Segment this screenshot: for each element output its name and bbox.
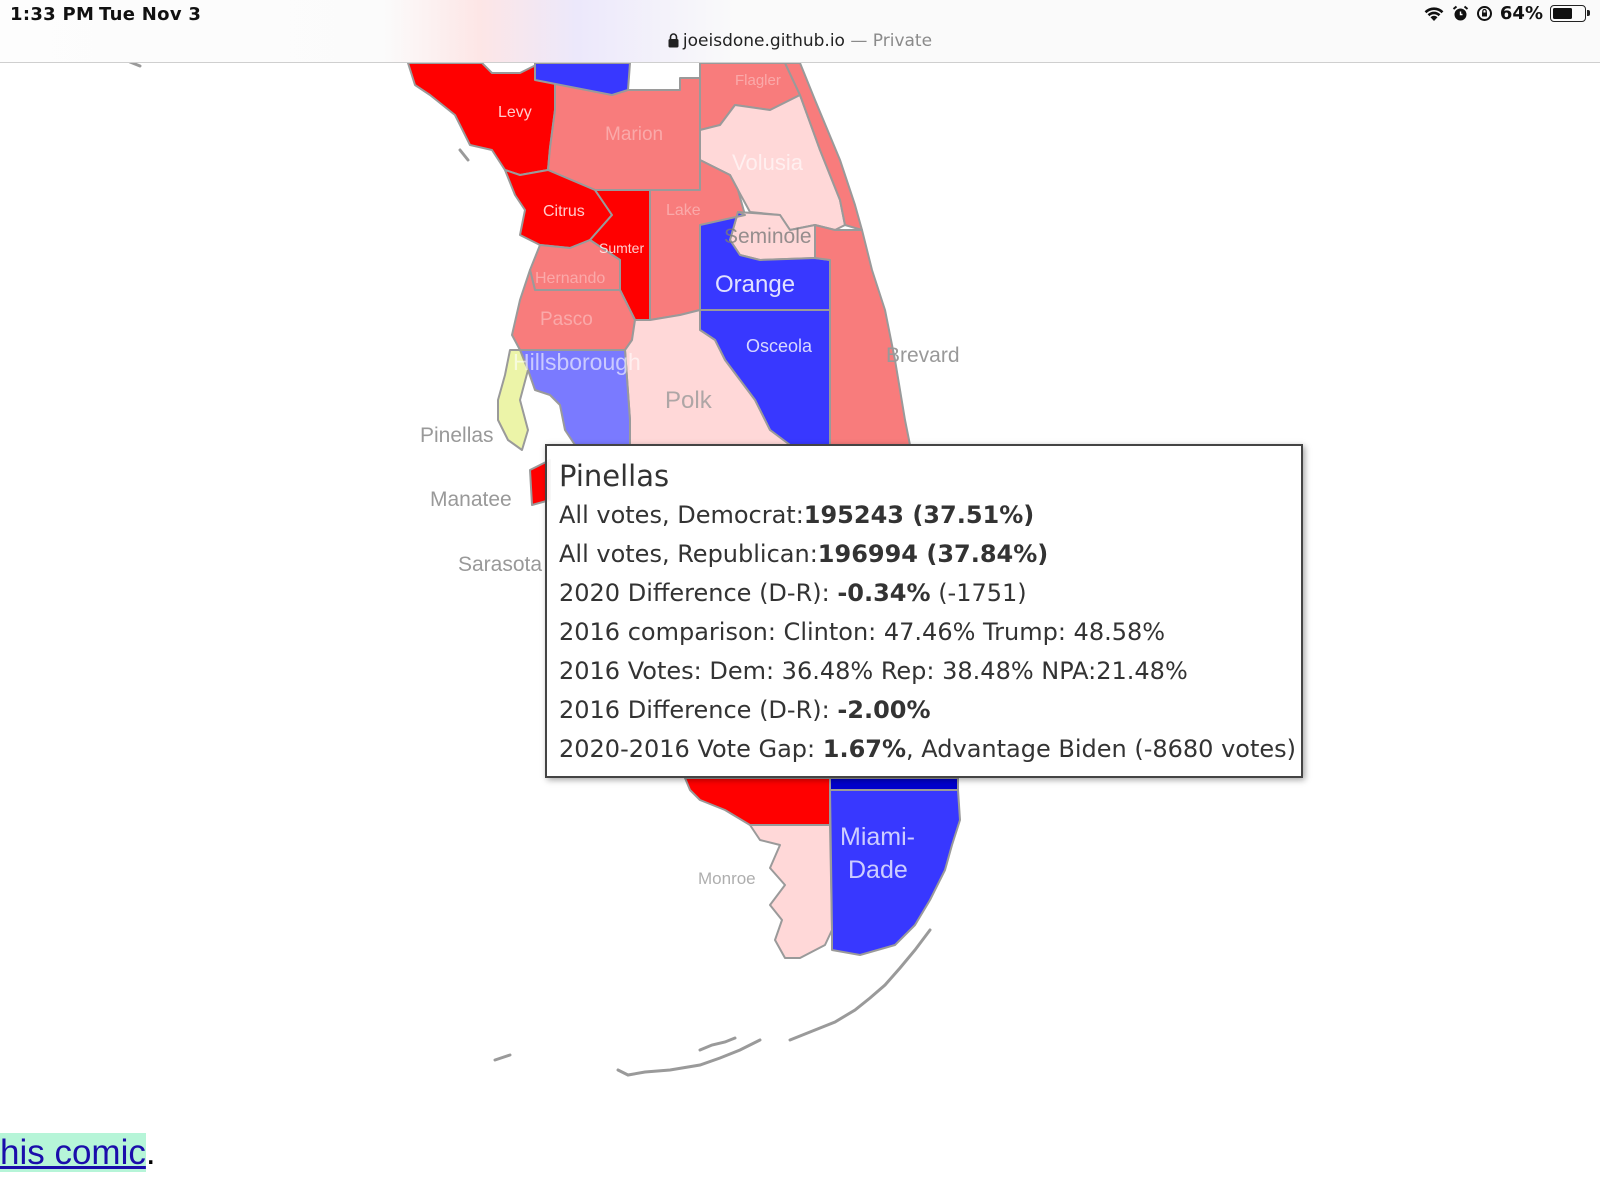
tooltip-diff2016-row: 2016 Difference (D-R): -2.00% [559, 691, 1289, 730]
tooltip-gap-value: 1.67% [822, 735, 907, 763]
status-time: 1:33 PM [10, 4, 95, 25]
tooltip-rep-label: All votes, Republican: [559, 540, 818, 568]
footer-period: . [145, 1133, 156, 1172]
tooltip-diff2020-pct: -0.34% [837, 579, 931, 607]
label-pasco: Pasco [540, 309, 593, 330]
tooltip-diff2016-pct: -2.00% [837, 696, 931, 724]
tooltip-gap-tail: , Advantage Biden (-8680 votes) [906, 735, 1297, 763]
label-levy: Levy [498, 104, 532, 121]
tooltip-diff2016-label: 2016 Difference (D-R): [559, 696, 838, 724]
address-bar[interactable]: joeisdone.github.io — Private [0, 31, 1600, 51]
county-labels: Levy Marion Flagler Volusia Citrus Sumte… [498, 72, 915, 888]
label-monroe: Monroe [698, 869, 756, 888]
label-flagler: Flagler [735, 72, 781, 89]
wifi-icon [1424, 7, 1444, 21]
tooltip-gap-row: 2020-2016 Vote Gap: 1.67%, Advantage Bid… [559, 730, 1296, 769]
address-separator: — [844, 31, 873, 51]
label-volusia: Volusia [732, 150, 804, 175]
rotation-lock-icon [1476, 6, 1492, 21]
tooltip-county-name: Pinellas [559, 459, 670, 493]
county-brevard[interactable] [814, 224, 911, 446]
label-hillsborough: Hillsborough [513, 349, 641, 375]
label-citrus: Citrus [543, 203, 585, 220]
county-alachua[interactable] [534, 63, 631, 96]
footer-text: his comic. [0, 1132, 156, 1174]
county-tooltip: Pinellas All votes, Democrat:195243 (37.… [545, 444, 1303, 778]
label-brevard: Brevard [886, 344, 960, 367]
label-lake: Lake [666, 202, 701, 219]
tooltip-dem-row: All votes, Democrat:195243 (37.51%) [559, 496, 1289, 535]
tooltip-comparison2016: 2016 comparison: Clinton: 47.46% Trump: … [559, 618, 1166, 646]
tooltip-diff2020-label: 2020 Difference (D-R): [559, 579, 838, 607]
tooltip-dem-value: 195243 (37.51%) [803, 501, 1035, 529]
keys-coastline [128, 63, 932, 1077]
county-monroe[interactable] [749, 824, 833, 959]
label-polk: Polk [665, 387, 713, 414]
outside-labels: Brevard Pinellas Manatee Sarasota [420, 344, 960, 576]
label-marion: Marion [605, 124, 663, 145]
county-broward[interactable] [829, 777, 959, 791]
county-collier[interactable] [684, 777, 831, 826]
comic-link[interactable]: his comic [0, 1133, 146, 1172]
status-indicators: 64% [1423, 3, 1590, 24]
label-seminole: Seminole [724, 225, 812, 248]
tooltip-rep-row: All votes, Republican:196994 (37.84%) [559, 535, 1289, 574]
label-sarasota: Sarasota [458, 553, 542, 576]
tooltip-votes2016: 2016 Votes: Dem: 36.48% Rep: 38.48% NPA:… [559, 657, 1188, 685]
battery-percent: 64% [1499, 3, 1543, 24]
address-private-label: Private [872, 31, 933, 51]
tooltip-diff2020-row: 2020 Difference (D-R): -0.34% (-1751) [559, 574, 1289, 613]
tooltip-dem-label: All votes, Democrat: [559, 501, 804, 529]
label-manatee: Manatee [430, 488, 512, 511]
county-pinellas[interactable] [497, 349, 529, 451]
address-domain: joeisdone.github.io [682, 31, 845, 51]
label-hernando: Hernando [535, 270, 605, 287]
label-miami-dade-1: Miami- [840, 823, 915, 851]
label-miami-dade-2: Dade [848, 856, 908, 884]
label-sumter: Sumter [599, 240, 644, 256]
status-bar: 1:33 PM Tue Nov 3 64% joeisdone.github.i… [0, 0, 1600, 63]
county-miami-dade[interactable] [829, 789, 961, 956]
label-pinellas: Pinellas [420, 424, 494, 447]
lock-icon [668, 33, 679, 48]
tooltip-gap-label: 2020-2016 Vote Gap: [559, 735, 823, 763]
tooltip-diff2020-votes: (-1751) [930, 579, 1027, 607]
battery-fill [1553, 8, 1572, 19]
status-date: Tue Nov 3 [99, 4, 202, 25]
label-orange: Orange [715, 271, 795, 298]
label-osceola: Osceola [746, 336, 813, 356]
florida-county-map: Levy Marion Flagler Volusia Citrus Sumte… [128, 63, 961, 1077]
battery-icon [1550, 5, 1590, 22]
county-levy[interactable] [407, 63, 556, 176]
county-hillsborough[interactable] [519, 349, 631, 446]
tooltip-rep-value: 196994 (37.84%) [817, 540, 1049, 568]
alarm-icon [1452, 5, 1469, 21]
